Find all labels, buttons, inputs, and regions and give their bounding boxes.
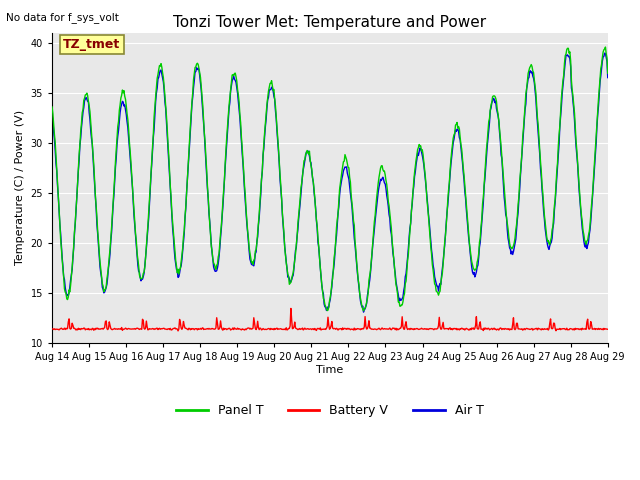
Legend: Panel T, Battery V, Air T: Panel T, Battery V, Air T	[172, 399, 488, 422]
Title: Tonzi Tower Met: Temperature and Power: Tonzi Tower Met: Temperature and Power	[173, 15, 486, 30]
Text: No data for f_sys_volt: No data for f_sys_volt	[6, 12, 119, 23]
Text: TZ_tmet: TZ_tmet	[63, 38, 120, 51]
X-axis label: Time: Time	[316, 365, 344, 375]
Y-axis label: Temperature (C) / Power (V): Temperature (C) / Power (V)	[15, 110, 25, 265]
